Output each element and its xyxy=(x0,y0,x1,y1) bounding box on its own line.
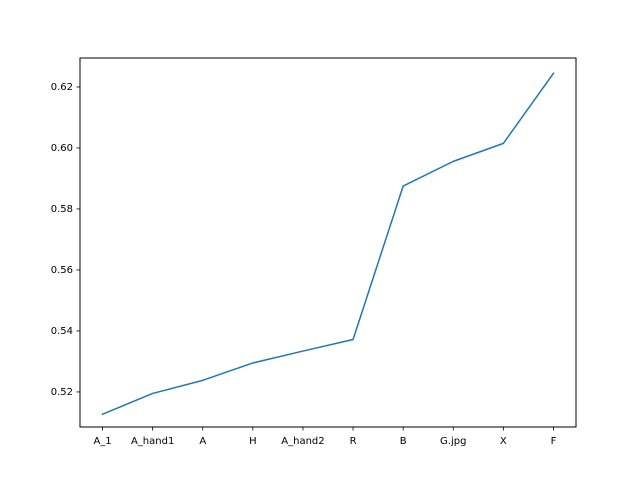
series-line xyxy=(101,72,555,416)
y-tick-label: 0.56 xyxy=(51,265,73,276)
x-tick-label: A_hand1 xyxy=(131,436,174,447)
plot-area xyxy=(80,58,576,427)
series-group xyxy=(101,72,555,416)
x-tick-label: A xyxy=(199,436,206,447)
y-tick-label: 0.52 xyxy=(51,387,73,398)
y-tick-label: 0.60 xyxy=(51,143,73,154)
x-tick-label: X xyxy=(500,436,507,447)
x-tick-label: H xyxy=(249,436,257,447)
x-tick-label: G.jpg xyxy=(440,436,466,447)
x-tick-label: F xyxy=(551,436,557,447)
x-tick-label: R xyxy=(350,436,357,447)
plot-frame xyxy=(79,57,577,428)
x-tick-label: B xyxy=(400,436,407,447)
x-tick-label: A_1 xyxy=(93,436,111,447)
y-tick-label: 0.62 xyxy=(51,82,73,93)
x-axis: A_1 A_hand1 A H A_hand2 R B G.jpg X F xyxy=(93,427,557,447)
y-tick-label: 0.54 xyxy=(51,326,73,337)
y-tick-label: 0.58 xyxy=(51,204,73,215)
y-axis: 0.52 0.54 0.56 0.58 0.60 0.62 xyxy=(51,82,80,398)
x-tick-label: A_hand2 xyxy=(281,436,324,447)
